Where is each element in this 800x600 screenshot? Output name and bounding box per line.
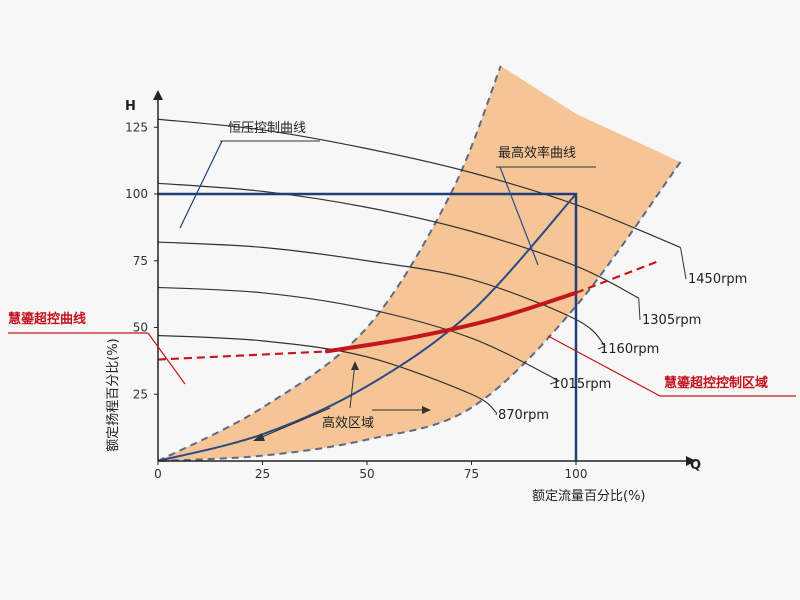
arrow-head-icon	[351, 361, 359, 370]
arrow-head-icon	[253, 433, 265, 441]
constant-pressure-line	[158, 192, 578, 461]
callout-leader	[179, 140, 223, 229]
x-axis-title: 额定流量百分比(%)	[532, 489, 646, 504]
pump-curve-1015rpm	[157, 286, 560, 382]
x-tick-label: 25	[255, 467, 270, 481]
pump-curve-870rpm	[157, 334, 497, 414]
super-control-callout: 慧鎏超控曲线	[8, 311, 86, 327]
super-control-curve-dashed-left	[157, 350, 326, 361]
callout-leader	[547, 335, 661, 397]
best-efficiency-callout: 最高效率曲线	[498, 145, 576, 161]
x-tick-label: 75	[464, 467, 479, 481]
rpm-leader-line	[495, 412, 498, 416]
rpm-leader-line	[680, 247, 687, 280]
y-tick-label: 75	[133, 254, 148, 268]
x-tick-label: 100	[565, 467, 588, 481]
rpm-leader-line	[549, 380, 560, 385]
x-axis-letter: Q	[690, 458, 701, 473]
pump-curve-1450rpm	[157, 118, 681, 248]
high-efficiency-region	[158, 65, 681, 461]
y-tick-label: 100	[125, 187, 148, 201]
region-arrow	[254, 407, 331, 441]
constant-pressure-callout: 恒压控制曲线	[228, 121, 306, 136]
x-axis-arrow-icon	[686, 456, 696, 466]
y-tick-label: 50	[133, 321, 148, 335]
super-control-curve-solid	[324, 290, 577, 354]
y-axis-arrow-icon	[153, 90, 163, 100]
rpm-label-870rpm: 870rpm	[498, 408, 549, 423]
callout-leader	[147, 332, 186, 385]
region-lower-boundary	[157, 161, 682, 462]
y-tick-label: 125	[125, 120, 148, 134]
x-tick-label: 50	[359, 467, 374, 481]
super-control-curve-dashed-right	[575, 259, 660, 294]
rpm-label-1160rpm: 1160rpm	[600, 342, 659, 357]
y-axis-letter: H	[125, 99, 136, 114]
rpm-label-1305rpm: 1305rpm	[642, 313, 701, 328]
best-efficiency-curve	[157, 193, 577, 462]
high-efficiency-region-label: 高效区域	[322, 415, 374, 431]
rpm-leader-line	[597, 345, 606, 350]
region-arrow	[349, 362, 356, 409]
rpm-label-1015rpm: 1015rpm	[552, 377, 611, 392]
rpm-leader-line	[638, 298, 641, 321]
callout-leader	[499, 166, 539, 266]
y-axis-title: 额定扬程百分比(%)	[106, 338, 121, 452]
y-tick-label: 25	[133, 387, 148, 401]
region-upper-boundary	[157, 65, 502, 462]
super-control-region-callout: 慧鎏超控控制区域	[664, 375, 768, 391]
arrow-head-icon	[422, 406, 431, 414]
rpm-label-1450rpm: 1450rpm	[688, 272, 747, 287]
x-tick-label: 0	[154, 467, 162, 481]
